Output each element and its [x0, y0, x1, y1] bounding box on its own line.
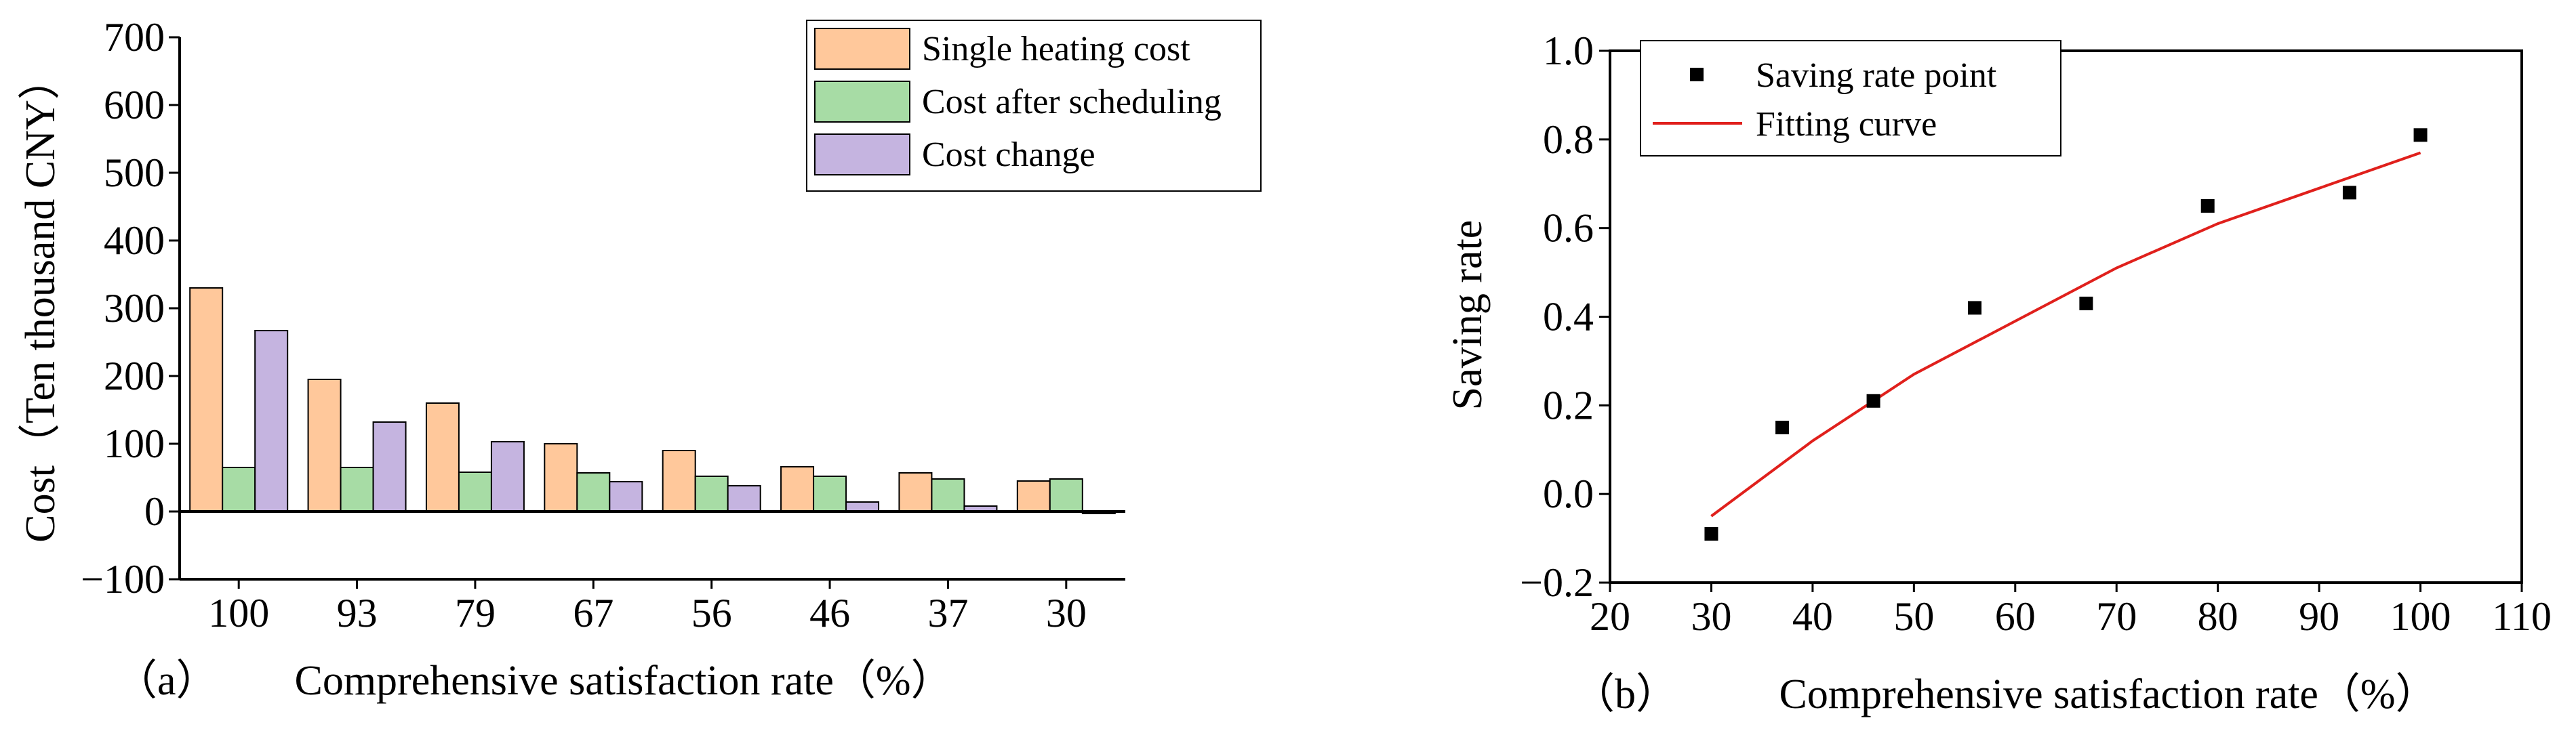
bar-after-scheduling-79: [458, 472, 492, 512]
b-fitting-curve: [1710, 151, 2421, 518]
bar-cost-change-56: [727, 485, 761, 512]
bar-after-scheduling-56: [694, 476, 729, 512]
bar-single-heating-37: [898, 472, 933, 512]
bar-cost-change-79: [490, 441, 525, 512]
bar-after-scheduling-100: [222, 467, 256, 512]
b-legend-label: Saving rate point: [1756, 56, 1997, 95]
b-y-tick-label: −0.2: [1520, 560, 1594, 605]
a-y-tick-label: 500: [104, 150, 165, 195]
a-x-axis-label: Comprehensive satisfaction rate（%）: [294, 658, 952, 704]
b-saving-rate-point: [1968, 301, 1981, 315]
b-y-tick-label: 0.2: [1543, 383, 1594, 427]
bar-cost-change-67: [609, 481, 643, 512]
a-x-tick-label: 37: [927, 591, 968, 635]
b-legend-box: [1640, 40, 2061, 156]
bar-single-heating-100: [189, 287, 224, 512]
b-legend: Saving rate point Fitting curve: [1640, 40, 2061, 156]
a-y-tick-label: 0: [144, 489, 165, 534]
b-saving-rate-point: [1866, 394, 1880, 408]
a-y-tick-label: 600: [104, 83, 165, 127]
b-panel-label: （b）: [1573, 671, 1678, 717]
b-y-tick-label: 0.8: [1543, 117, 1594, 162]
a-x-tick-label: 79: [455, 591, 496, 635]
bar-cost-change-46: [845, 501, 880, 512]
bar-after-scheduling-37: [931, 478, 965, 512]
a-axes-group: 100 93 79 67 56 46 37 30 −100 0 100 200 300 400 500 600…: [81, 15, 1125, 635]
a-y-tick-label: 200: [104, 354, 165, 398]
b-x-tick-label: 90: [2299, 594, 2339, 639]
b-y-tick-label: 1.0: [1543, 28, 1594, 73]
b-saving-rate-point: [2342, 186, 2356, 200]
bar-single-heating-30: [1016, 480, 1051, 512]
b-x-axis-label: Comprehensive satisfaction rate（%）: [1779, 671, 2437, 717]
b-y-axis-label: Saving rate: [1445, 220, 1491, 411]
bar-after-scheduling-46: [813, 476, 847, 512]
a-legend-label: Cost after scheduling: [922, 83, 1222, 121]
a-legend-label: Cost change: [922, 135, 1095, 174]
a-x-tick-label: 56: [691, 591, 732, 635]
a-y-axis-label: Cost（Ten thousand CNY）: [18, 58, 64, 543]
a-legend-swatch-cost-change: [814, 133, 910, 175]
a-legend-swatch-single-heating: [814, 28, 910, 70]
a-bars-group: [189, 287, 1116, 514]
b-y-tick-label: 0.6: [1543, 206, 1594, 251]
b-x-tick-label: 30: [1691, 594, 1731, 639]
a-x-tick-label: 67: [573, 591, 613, 635]
panel-a-bar-chart: 100 93 79 67 56 46 37 30 −100 0 100 200 300 400 500 600…: [18, 15, 1262, 704]
a-y-tick-label: 700: [104, 15, 165, 60]
a-y-tick-label: 400: [104, 218, 165, 263]
a-y-tick-label: 100: [104, 421, 165, 466]
b-saving-rate-point: [1704, 527, 1718, 541]
a-legend-swatch-after-scheduling: [814, 81, 910, 123]
a-x-tick-label: 30: [1046, 591, 1087, 635]
a-panel-label: （a）: [115, 658, 218, 704]
a-x-tick-label: 100: [208, 591, 269, 635]
b-y-tick-label: 0.0: [1543, 472, 1594, 516]
panel-b-scatter-chart: 20 30 40 50 60 70 80 90 100 110 −0.2 0.0 0.2 0.4 0.6 0.…: [1445, 28, 2552, 717]
a-legend-label: Single heating cost: [922, 30, 1190, 68]
bar-cost-change-100: [254, 330, 289, 512]
bar-single-heating-56: [662, 450, 696, 512]
b-saving-rate-point: [2413, 128, 2428, 142]
b-x-tick-label: 70: [2096, 594, 2137, 639]
bar-cost-change-93: [372, 421, 407, 512]
bar-single-heating-93: [307, 379, 342, 512]
b-axes-group: 20 30 40 50 60 70 80 90 100 110 −0.2 0.0 0.2 0.4 0.6 0.…: [1520, 28, 2552, 639]
b-y-tick-label: 0.4: [1543, 295, 1594, 339]
b-saving-rate-point: [1775, 421, 1790, 435]
b-legend-point-symbol: [1690, 68, 1704, 81]
b-x-tick-label: 20: [1590, 594, 1630, 639]
b-x-tick-label: 100: [2390, 594, 2451, 639]
bar-single-heating-46: [780, 466, 815, 512]
b-x-tick-label: 40: [1792, 594, 1833, 639]
b-saving-rate-point: [2079, 296, 2093, 310]
b-saving-rate-point: [2200, 199, 2215, 213]
a-legend: Single heating cost Cost after scheduling…: [806, 20, 1262, 192]
bar-after-scheduling-67: [576, 472, 611, 512]
b-marks-group: [1704, 128, 2428, 541]
a-y-tick-label: −100: [81, 557, 165, 602]
a-x-tick-label: 46: [809, 591, 850, 635]
bar-after-scheduling-30: [1049, 478, 1083, 512]
bar-after-scheduling-93: [340, 467, 374, 512]
b-x-tick-label: 50: [1893, 594, 1934, 639]
bar-single-heating-67: [544, 443, 578, 512]
a-y-tick-label: 300: [104, 286, 165, 331]
b-x-tick-label: 60: [1995, 594, 2036, 639]
b-x-tick-label: 110: [2492, 594, 2552, 639]
b-x-tick-label: 80: [2198, 594, 2238, 639]
b-legend-label: Fitting curve: [1756, 105, 1937, 144]
a-x-tick-label: 93: [337, 591, 378, 635]
bar-single-heating-79: [425, 402, 460, 512]
